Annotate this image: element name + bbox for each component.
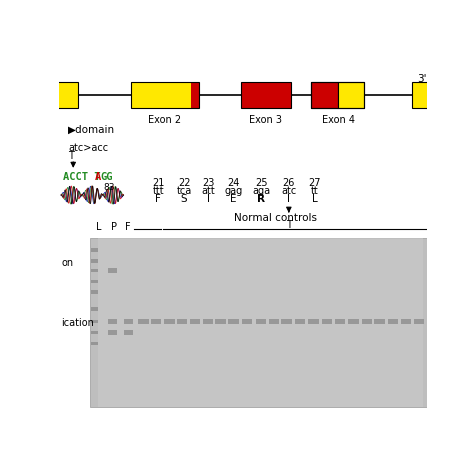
Bar <box>388 319 398 324</box>
Bar <box>131 82 191 109</box>
Text: att: att <box>201 186 215 196</box>
Bar <box>348 319 359 324</box>
Text: atc>acc: atc>acc <box>68 143 109 153</box>
Bar <box>190 319 200 324</box>
Bar <box>138 319 148 324</box>
Text: T: T <box>68 151 74 161</box>
Text: ACCT T: ACCT T <box>63 172 100 182</box>
Text: P: P <box>110 222 117 232</box>
Bar <box>282 319 292 324</box>
Text: L: L <box>96 222 102 232</box>
Bar <box>295 319 305 324</box>
Text: ttt: ttt <box>153 186 164 196</box>
Text: L: L <box>312 194 318 204</box>
Text: gag: gag <box>225 186 243 196</box>
Bar <box>311 82 338 109</box>
Bar <box>269 319 279 324</box>
Text: Exon 4: Exon 4 <box>322 115 355 125</box>
Text: tca: tca <box>176 186 192 196</box>
Bar <box>108 330 117 335</box>
Text: atc: atc <box>281 186 296 196</box>
Text: T: T <box>286 220 292 230</box>
Text: F: F <box>126 222 131 232</box>
Bar <box>242 319 253 324</box>
Bar <box>91 248 98 252</box>
Bar <box>91 269 98 272</box>
Text: A: A <box>95 172 101 182</box>
Text: 3': 3' <box>418 74 427 84</box>
Bar <box>98 237 423 407</box>
Bar <box>338 82 364 109</box>
Bar <box>311 82 364 109</box>
Text: I: I <box>207 194 210 204</box>
Text: R: R <box>257 194 265 204</box>
Text: 21: 21 <box>152 178 164 188</box>
Bar <box>151 319 161 324</box>
Bar <box>177 319 187 324</box>
Bar <box>414 319 424 324</box>
Bar <box>91 307 98 310</box>
Text: tt: tt <box>310 186 319 196</box>
Bar <box>191 82 199 109</box>
Text: Exon 2: Exon 2 <box>148 115 181 125</box>
Bar <box>164 319 174 324</box>
Text: 26: 26 <box>283 178 295 188</box>
Bar <box>124 330 133 335</box>
Bar <box>91 259 98 263</box>
Text: S: S <box>181 194 187 204</box>
Bar <box>91 291 98 294</box>
Bar <box>91 280 98 283</box>
Bar <box>131 82 199 109</box>
Bar <box>362 319 372 324</box>
Text: 83: 83 <box>103 183 115 192</box>
Bar <box>215 319 226 324</box>
Text: GG: GG <box>100 172 112 182</box>
Bar <box>91 319 98 323</box>
Bar <box>91 342 98 345</box>
Bar <box>108 319 117 324</box>
Text: Normal controls: Normal controls <box>235 213 318 223</box>
Bar <box>322 319 332 324</box>
Bar <box>228 319 238 324</box>
Text: E: E <box>230 194 237 204</box>
Text: 27: 27 <box>308 178 321 188</box>
Bar <box>202 319 213 324</box>
Text: F: F <box>155 194 161 204</box>
Text: I: I <box>287 194 291 204</box>
Bar <box>308 319 319 324</box>
Bar <box>401 319 411 324</box>
Text: 24: 24 <box>228 178 240 188</box>
Text: ▶domain: ▶domain <box>68 125 116 135</box>
Text: Exon 3: Exon 3 <box>249 115 282 125</box>
Bar <box>108 268 117 273</box>
Bar <box>256 319 266 324</box>
Text: on: on <box>61 258 73 268</box>
Bar <box>241 82 291 109</box>
Text: ication: ication <box>61 319 94 328</box>
Bar <box>57 82 78 109</box>
Text: 22: 22 <box>178 178 191 188</box>
Text: 23: 23 <box>202 178 214 188</box>
Bar <box>374 319 385 324</box>
Bar <box>91 237 427 407</box>
Bar <box>91 331 98 334</box>
Bar <box>335 319 345 324</box>
Text: 25: 25 <box>255 178 267 188</box>
Text: aga: aga <box>252 186 270 196</box>
Bar <box>124 319 133 324</box>
Bar <box>412 82 434 109</box>
